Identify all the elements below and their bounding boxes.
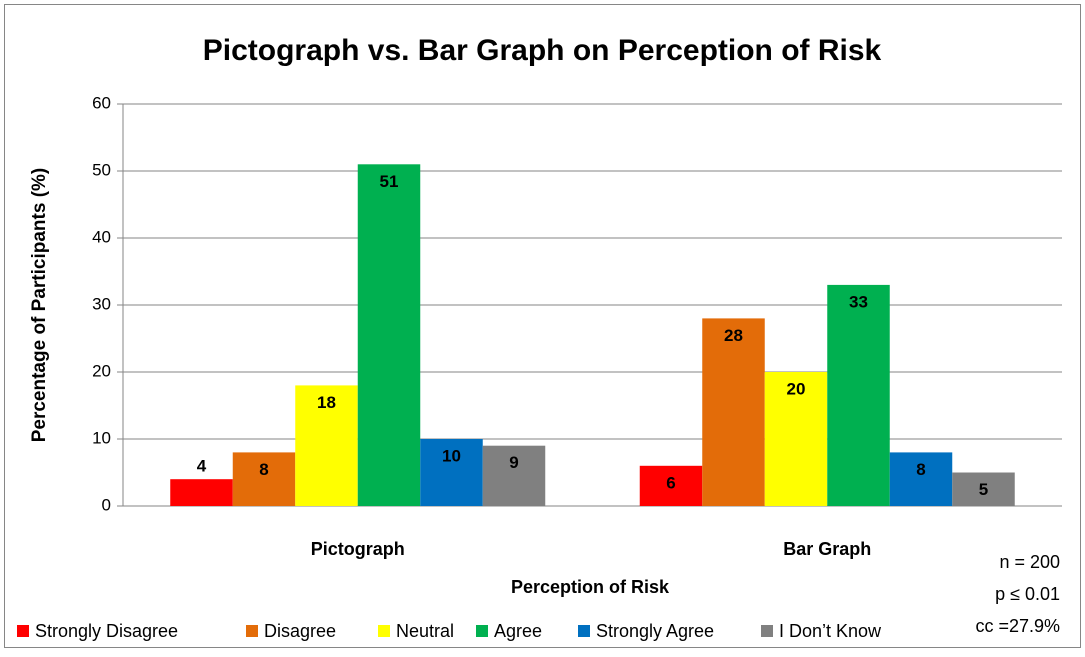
bar [952, 472, 1015, 506]
annotation: p ≤ 0.01 [995, 584, 1060, 604]
x-tick-label: Bar Graph [783, 539, 871, 559]
bar [639, 465, 703, 506]
legend-label: I Don’t Know [779, 621, 882, 641]
chart-border [4, 4, 1081, 648]
data-label: 33 [849, 292, 868, 311]
bar [702, 318, 765, 506]
legend-swatch [578, 625, 590, 637]
bar [357, 164, 421, 507]
legend-swatch [17, 625, 29, 637]
bar [232, 452, 296, 506]
bar [827, 284, 890, 506]
bar [420, 439, 483, 506]
y-tick-label: 50 [92, 160, 111, 179]
legend-label: Strongly Disagree [35, 621, 178, 641]
x-tick-label: Pictograph [311, 539, 405, 559]
data-label: 28 [724, 326, 743, 345]
legend-label: Disagree [264, 621, 336, 641]
legend-swatch [761, 625, 773, 637]
y-tick-label: 10 [92, 428, 111, 447]
data-label: 18 [317, 393, 336, 412]
y-axis-title: Percentage of Participants (%) [29, 168, 50, 443]
y-tick-label: 60 [92, 93, 111, 112]
bar [482, 445, 546, 506]
annotation: n = 200 [999, 552, 1060, 572]
data-label: 5 [979, 480, 988, 499]
data-label: 51 [380, 172, 399, 191]
bar [764, 372, 828, 506]
legend-swatch [378, 625, 390, 637]
y-tick-label: 20 [92, 361, 111, 380]
data-label: 20 [787, 379, 806, 398]
legend-swatch [246, 625, 258, 637]
chart-title: Pictograph vs. Bar Graph on Perception o… [203, 34, 882, 67]
y-tick-label: 0 [102, 495, 111, 514]
data-label: 10 [442, 446, 461, 465]
bar [170, 479, 233, 506]
y-tick-label: 30 [92, 294, 111, 313]
data-label: 6 [666, 473, 675, 492]
legend-label: Agree [494, 621, 542, 641]
annotation: cc =27.9% [975, 616, 1060, 636]
y-tick-label: 40 [92, 227, 111, 246]
data-label: 8 [916, 460, 925, 479]
bar [889, 452, 953, 506]
data-label: 9 [509, 453, 518, 472]
legend-label: Neutral [396, 621, 454, 641]
data-label: 8 [259, 460, 268, 479]
x-axis-title: Perception of Risk [511, 577, 670, 597]
legend-swatch [476, 625, 488, 637]
data-label: 4 [197, 457, 207, 476]
bar [295, 385, 358, 506]
legend-label: Strongly Agree [596, 621, 714, 641]
